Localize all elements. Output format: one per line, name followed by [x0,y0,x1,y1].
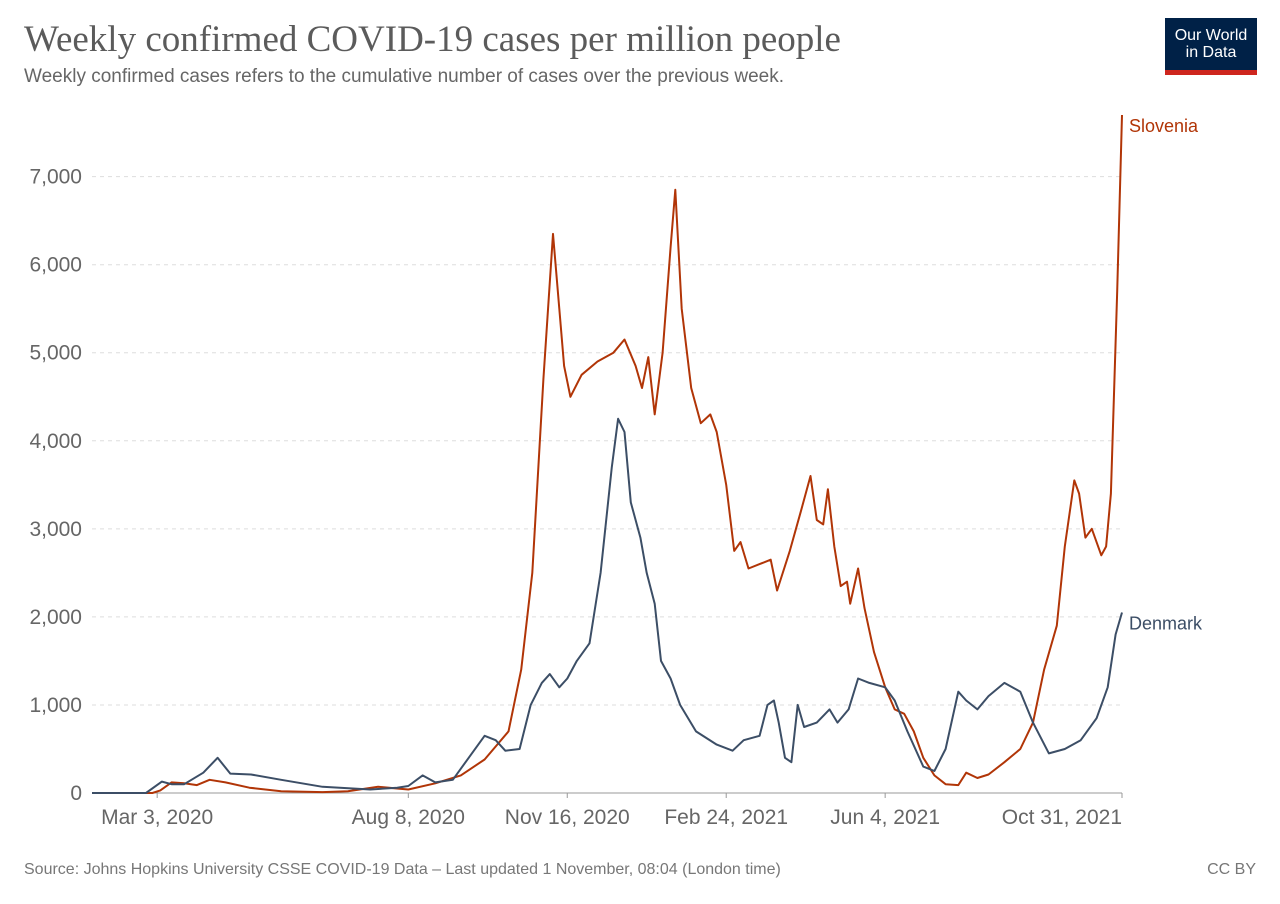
grid-lines [92,176,1122,706]
license-link[interactable]: CC BY [1207,861,1256,878]
y-axis-labels: 0 1,000 2,000 3,000 4,000 5,000 6,000 7,000 [29,166,82,805]
x-tick-label: Feb 24, 2021 [664,806,788,829]
y-tick-label: 1,000 [29,694,82,717]
x-tick-label: Jun 4, 2021 [830,806,940,829]
x-tick-label: Mar 3, 2020 [101,806,213,829]
y-tick-label: 3,000 [29,518,82,541]
series-line-slovenia[interactable] [92,114,1123,794]
x-tick-label: Nov 16, 2020 [505,806,630,829]
y-tick-label: 0 [70,782,82,805]
series-label-denmark[interactable]: Denmark [1129,613,1203,633]
y-tick-label: 7,000 [29,166,82,189]
source-note: Source: Johns Hopkins University CSSE CO… [24,861,781,878]
series-lines [92,114,1123,794]
y-tick-label: 5,000 [29,342,82,365]
y-tick-label: 2,000 [29,606,82,629]
series-labels: Slovenia Denmark [1129,116,1203,633]
logo-line-1: Our World [1174,27,1248,44]
owid-logo[interactable]: Our World in Data [1165,18,1257,75]
y-tick-label: 4,000 [29,430,82,453]
y-tick-label: 6,000 [29,254,82,277]
logo-accent-bar [1165,70,1257,75]
series-line-denmark[interactable] [92,417,1123,794]
logo-line-2: in Data [1185,44,1237,61]
chart-subtitle: Weekly confirmed cases refers to the cum… [24,66,784,87]
x-tick-label: Oct 31, 2021 [1002,806,1122,829]
series-label-slovenia[interactable]: Slovenia [1129,116,1199,136]
x-tick-label: Aug 8, 2020 [352,806,465,829]
chart-title: Weekly confirmed COVID-19 cases per mill… [24,19,841,60]
x-axis: Mar 3, 2020 Aug 8, 2020 Nov 16, 2020 Feb 24… [92,792,1123,829]
